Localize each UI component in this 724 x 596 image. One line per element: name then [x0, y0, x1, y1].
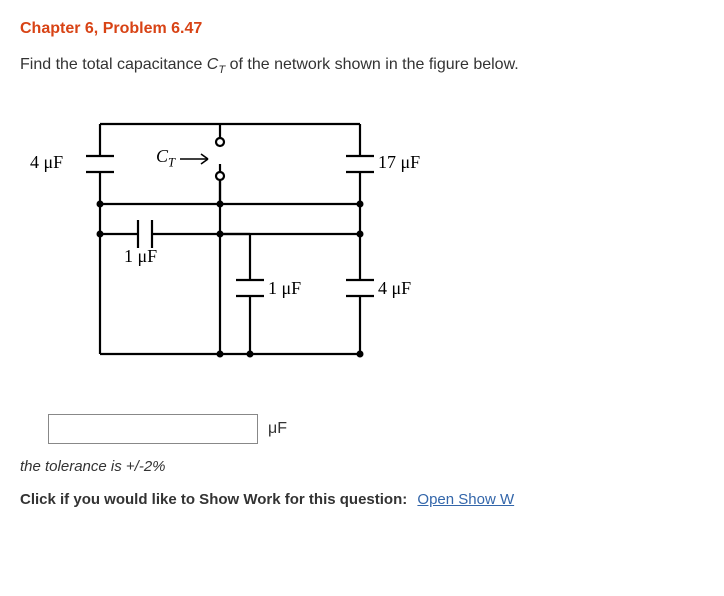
chapter-title: Chapter 6, Problem 6.47	[20, 20, 704, 38]
label-1uf-h: 1 μF	[124, 246, 157, 267]
label-4uf-right: 4 μF	[378, 278, 411, 299]
label-ct: CT	[156, 146, 175, 171]
circuit-diagram: 4 μF CT 17 μF 1 μF 1 μF 4 μF	[20, 104, 460, 384]
label-ct-sub: T	[168, 156, 175, 170]
answer-row: μF	[48, 414, 704, 444]
answer-input[interactable]	[48, 414, 258, 444]
problem-var: C	[207, 56, 219, 73]
show-work-label: Click if you would like to Show Work for…	[20, 491, 407, 508]
problem-statement: Find the total capacitance CT of the net…	[20, 56, 704, 76]
answer-unit: μF	[268, 420, 287, 438]
label-4uf-left: 4 μF	[30, 152, 63, 173]
label-ct-c: C	[156, 146, 168, 166]
circuit-svg	[20, 104, 460, 384]
label-1uf-v: 1 μF	[268, 278, 301, 299]
problem-prefix: Find the total capacitance	[20, 56, 207, 73]
label-17uf: 17 μF	[378, 152, 420, 173]
tolerance-text: the tolerance is +/-2%	[20, 458, 704, 475]
show-work-row: Click if you would like to Show Work for…	[20, 491, 704, 508]
open-show-work-link[interactable]: Open Show W	[417, 491, 514, 508]
problem-suffix: of the network shown in the figure below…	[225, 56, 519, 73]
